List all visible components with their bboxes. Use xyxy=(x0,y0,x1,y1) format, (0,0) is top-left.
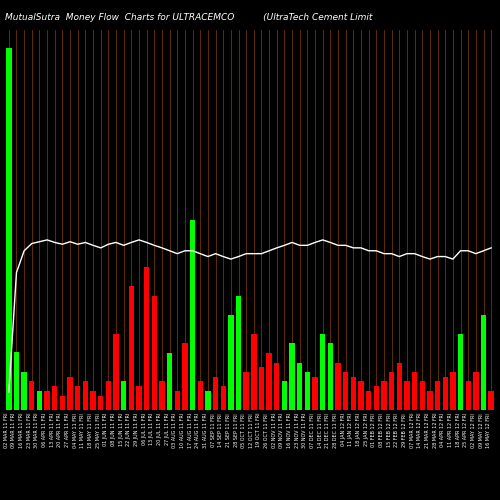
Bar xyxy=(274,362,280,410)
Bar xyxy=(114,334,118,410)
Bar xyxy=(290,344,295,410)
Bar xyxy=(442,376,448,410)
Bar xyxy=(205,391,210,410)
Bar xyxy=(44,391,50,410)
Bar xyxy=(473,372,478,410)
Bar xyxy=(160,382,164,410)
Bar xyxy=(312,376,318,410)
Bar xyxy=(198,382,203,410)
Bar xyxy=(90,391,96,410)
Bar xyxy=(6,48,12,410)
Bar xyxy=(266,353,272,410)
Bar xyxy=(213,376,218,410)
Bar xyxy=(37,391,42,410)
Bar xyxy=(251,334,256,410)
Bar xyxy=(450,372,456,410)
Bar xyxy=(14,352,19,410)
Bar xyxy=(228,315,234,410)
Bar xyxy=(427,391,432,410)
Bar xyxy=(82,382,88,410)
Bar xyxy=(75,386,80,410)
Bar xyxy=(68,376,73,410)
Bar xyxy=(382,382,386,410)
Bar xyxy=(136,386,141,410)
Bar xyxy=(182,344,188,410)
Text: MutualSutra  Money Flow  Charts for ULTRACEMCO          (UltraTech Cement Limit: MutualSutra Money Flow Charts for ULTRAC… xyxy=(5,12,372,22)
Bar xyxy=(174,391,180,410)
Bar xyxy=(152,296,157,410)
Bar xyxy=(29,382,34,410)
Bar xyxy=(121,382,126,410)
Bar xyxy=(282,382,287,410)
Bar xyxy=(404,382,409,410)
Bar xyxy=(396,362,402,410)
Bar xyxy=(374,386,379,410)
Bar xyxy=(52,386,58,410)
Bar xyxy=(167,353,172,410)
Bar xyxy=(328,344,333,410)
Bar xyxy=(144,268,150,410)
Bar xyxy=(22,372,27,410)
Bar xyxy=(60,396,65,410)
Bar xyxy=(304,372,310,410)
Bar xyxy=(244,372,249,410)
Bar xyxy=(128,286,134,410)
Bar xyxy=(236,296,241,410)
Bar xyxy=(481,315,486,410)
Bar xyxy=(488,391,494,410)
Bar xyxy=(190,220,196,410)
Bar xyxy=(106,382,111,410)
Bar xyxy=(389,372,394,410)
Bar xyxy=(259,368,264,410)
Bar xyxy=(98,396,103,410)
Bar xyxy=(297,362,302,410)
Bar xyxy=(458,334,463,410)
Bar xyxy=(412,372,418,410)
Bar xyxy=(220,386,226,410)
Bar xyxy=(366,391,372,410)
Bar xyxy=(320,334,326,410)
Bar xyxy=(336,362,340,410)
Bar xyxy=(350,376,356,410)
Bar xyxy=(358,382,364,410)
Bar xyxy=(343,372,348,410)
Bar xyxy=(420,382,425,410)
Bar xyxy=(435,382,440,410)
Bar xyxy=(466,382,471,410)
